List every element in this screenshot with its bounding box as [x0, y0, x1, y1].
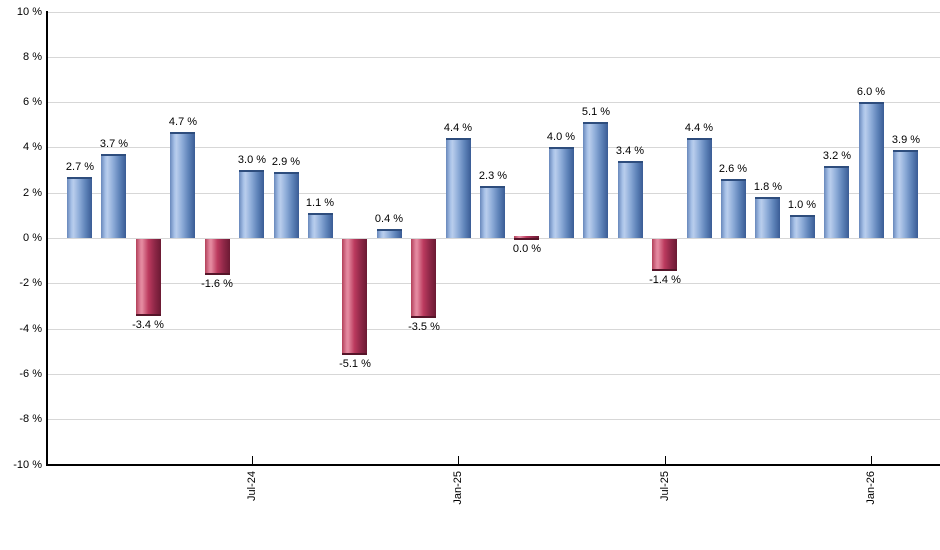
- gridline-6: [48, 102, 940, 103]
- bar-jan-26: [859, 102, 884, 238]
- y-axis-tick-label: 4 %: [23, 141, 42, 153]
- bar-apr-25: [549, 147, 574, 238]
- bar-value-label-jun-25: 3.4 %: [615, 145, 645, 157]
- bar-nov-25: [790, 215, 815, 238]
- bar-value-label-feb-24: 2.7 %: [65, 161, 95, 173]
- bar-mar-24: [101, 154, 126, 238]
- bar-jul-25: [652, 239, 677, 271]
- bar-jul-24: [239, 170, 264, 238]
- bar-oct-25: [755, 197, 780, 238]
- bar-sep-25: [721, 179, 746, 238]
- x-axis-tick-jul-25: [665, 456, 666, 464]
- bar-jan-25: [446, 138, 471, 238]
- bar-value-label-jul-25: -1.4 %: [649, 274, 681, 286]
- bar-may-24: [170, 132, 195, 238]
- bar-apr-24: [136, 239, 161, 316]
- y-axis-tick-label: 2 %: [23, 187, 42, 199]
- y-axis-tick-label: 0 %: [23, 232, 42, 244]
- bar-value-label-sep-24: 1.1 %: [305, 197, 335, 209]
- bar-aug-25: [687, 138, 712, 238]
- y-axis-tick-label: 10 %: [16, 6, 42, 18]
- bar-value-label-feb-25: 2.3 %: [478, 170, 508, 182]
- bar-value-label-dec-24: -3.5 %: [408, 321, 440, 333]
- bar-mar-25: [514, 236, 539, 240]
- gridline-0: [48, 238, 940, 239]
- gridline--2: [48, 283, 940, 284]
- y-axis-line: [46, 11, 48, 466]
- bar-value-label-may-25: 5.1 %: [581, 106, 611, 118]
- gridline--8: [48, 419, 940, 420]
- y-axis-tick-label: 8 %: [23, 51, 42, 63]
- bar-value-label-aug-25: 4.4 %: [684, 122, 714, 134]
- bar-may-25: [583, 122, 608, 238]
- x-axis-tick-label-jan-26: Jan-26: [865, 471, 877, 505]
- bar-value-label-jan-25: 4.4 %: [443, 122, 473, 134]
- bar-value-label-oct-25: 1.8 %: [753, 181, 783, 193]
- y-axis-tick-label: -2 %: [19, 277, 42, 289]
- bar-feb-25: [480, 186, 505, 238]
- bar-oct-24: [342, 239, 367, 355]
- x-axis-tick-jul-24: [252, 456, 253, 464]
- bar-value-label-sep-25: 2.6 %: [718, 163, 748, 175]
- bar-value-label-jun-24: -1.6 %: [201, 278, 233, 290]
- y-axis-tick-label: -8 %: [19, 413, 42, 425]
- bar-jun-25: [618, 161, 643, 238]
- bar-value-label-jul-24: 3.0 %: [237, 154, 267, 166]
- bar-value-label-apr-24: -3.4 %: [132, 319, 164, 331]
- y-axis-tick-label: -4 %: [19, 323, 42, 335]
- bar-dec-25: [824, 166, 849, 238]
- x-axis-tick-jan-26: [871, 456, 872, 464]
- bar-value-label-nov-24: 0.4 %: [374, 213, 404, 225]
- bar-value-label-may-24: 4.7 %: [168, 116, 198, 128]
- bar-aug-24: [274, 172, 299, 238]
- gridline--6: [48, 374, 940, 375]
- bar-value-label-mar-24: 3.7 %: [99, 138, 129, 150]
- x-axis-line: [46, 464, 940, 466]
- bar-jun-24: [205, 239, 230, 275]
- x-axis-tick-label-jul-25: Jul-25: [659, 471, 671, 501]
- x-axis-tick-label-jan-25: Jan-25: [452, 471, 464, 505]
- bar-value-label-apr-25: 4.0 %: [546, 131, 576, 143]
- bar-value-label-nov-25: 1.0 %: [787, 199, 817, 211]
- gridline-10: [48, 12, 940, 13]
- gridline-8: [48, 57, 940, 58]
- bar-value-label-feb-26: 3.9 %: [891, 134, 921, 146]
- y-axis-tick-label: 6 %: [23, 96, 42, 108]
- y-axis-tick-label: -6 %: [19, 368, 42, 380]
- bar-nov-24: [377, 229, 402, 238]
- x-axis-tick-label-jul-24: Jul-24: [246, 471, 258, 501]
- bar-dec-24: [411, 239, 436, 318]
- bar-value-label-dec-25: 3.2 %: [822, 150, 852, 162]
- bar-feb-26: [893, 150, 918, 238]
- bar-value-label-aug-24: 2.9 %: [271, 156, 301, 168]
- x-axis-tick-jan-25: [458, 456, 459, 464]
- bar-value-label-jan-26: 6.0 %: [856, 86, 886, 98]
- gridline--4: [48, 329, 940, 330]
- bar-value-label-mar-25: 0.0 %: [512, 243, 542, 255]
- bar-value-label-oct-24: -5.1 %: [339, 358, 371, 370]
- gridline-4: [48, 147, 940, 148]
- y-axis-tick-label: -10 %: [13, 459, 42, 471]
- bar-feb-24: [67, 177, 92, 238]
- bar-sep-24: [308, 213, 333, 238]
